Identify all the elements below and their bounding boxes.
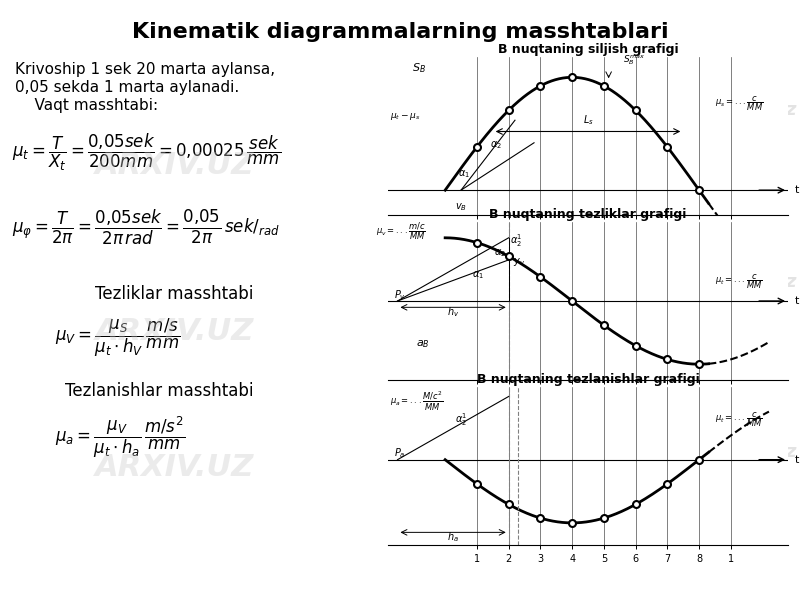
Text: $h_v$: $h_v$ <box>447 305 459 319</box>
Text: $\alpha_2$: $\alpha_2$ <box>490 139 502 151</box>
Text: $\alpha_2^1$: $\alpha_2^1$ <box>454 411 467 428</box>
Text: t: t <box>794 455 798 464</box>
Text: t: t <box>794 185 798 195</box>
Text: t: t <box>794 296 798 306</box>
Title: B nuqtaning tezliklar grafigi: B nuqtaning tezliklar grafigi <box>490 208 686 221</box>
Text: ARXIV.UZ: ARXIV.UZ <box>519 96 665 124</box>
Text: ARXIV.UZ: ARXIV.UZ <box>519 266 665 294</box>
Text: $\alpha_1$: $\alpha_1$ <box>472 269 484 281</box>
Text: $S_B^{max}$: $S_B^{max}$ <box>623 53 645 67</box>
Text: $\mu_t = ...\dfrac{c}{MM}$: $\mu_t = ...\dfrac{c}{MM}$ <box>715 410 762 429</box>
Title: B nuqtaning siljish grafigi: B nuqtaning siljish grafigi <box>498 43 678 56</box>
Text: Vaqt masshtabi:: Vaqt masshtabi: <box>15 98 158 113</box>
Text: $\mu_a = \dfrac{\mu_V}{\mu_t \cdot h_a}\,\dfrac{m/s^2}{mm}$: $\mu_a = \dfrac{\mu_V}{\mu_t \cdot h_a}\… <box>55 415 186 460</box>
Text: $\mu_v = ...\dfrac{m/c}{MM}$: $\mu_v = ...\dfrac{m/c}{MM}$ <box>376 221 426 242</box>
Text: z: z <box>390 443 401 461</box>
Text: $\mu_t - \mu_s$: $\mu_t - \mu_s$ <box>390 112 420 122</box>
Text: $S_B$: $S_B$ <box>412 61 426 74</box>
Text: $h_a$: $h_a$ <box>447 530 459 544</box>
Text: $y_v$: $y_v$ <box>514 256 526 268</box>
Text: $\alpha_2$: $\alpha_2$ <box>494 247 506 259</box>
Text: Tezliklar masshtabi: Tezliklar masshtabi <box>95 285 254 303</box>
Text: $a_B$: $a_B$ <box>416 338 430 350</box>
Text: $\mu_V = \dfrac{\mu_S}{\mu_t \cdot h_V}\,\dfrac{m/s}{mm}$: $\mu_V = \dfrac{\mu_S}{\mu_t \cdot h_V}\… <box>55 317 180 359</box>
Text: z: z <box>390 273 401 291</box>
Text: z: z <box>786 443 796 461</box>
Text: z: z <box>390 101 401 119</box>
Text: ARXIV.UZ: ARXIV.UZ <box>519 438 665 466</box>
Text: $\alpha_2^1$: $\alpha_2^1$ <box>510 232 522 249</box>
Text: Kinematik diagrammalarning masshtablari: Kinematik diagrammalarning masshtablari <box>132 22 668 42</box>
Text: Krivoship 1 sek 20 marta aylansa,: Krivoship 1 sek 20 marta aylansa, <box>15 62 275 77</box>
Text: $P_v$: $P_v$ <box>394 288 406 302</box>
Text: $\mu_\varphi = \dfrac{T}{2\pi} = \dfrac{0{,}05sek}{2\pi\,rad} = \dfrac{0{,}05}{2: $\mu_\varphi = \dfrac{T}{2\pi} = \dfrac{… <box>12 208 280 247</box>
Text: $v_B$: $v_B$ <box>454 202 466 213</box>
Text: ARXIV.UZ: ARXIV.UZ <box>95 317 254 346</box>
Text: $\mu_s = ...\dfrac{c}{MM}$: $\mu_s = ...\dfrac{c}{MM}$ <box>715 94 763 113</box>
Text: $\mu_t = ...\dfrac{c}{MM}$: $\mu_t = ...\dfrac{c}{MM}$ <box>715 272 762 290</box>
Title: B nuqtaning tezlanishlar grafigi: B nuqtaning tezlanishlar grafigi <box>477 373 699 386</box>
Text: $\mu_a = ...\dfrac{M/c^2}{MM}$: $\mu_a = ...\dfrac{M/c^2}{MM}$ <box>390 390 443 413</box>
Text: z: z <box>786 273 796 291</box>
Text: z: z <box>786 101 796 119</box>
Text: Tezlanishlar masshtabi: Tezlanishlar masshtabi <box>65 382 254 400</box>
Text: $\alpha_1$: $\alpha_1$ <box>458 169 470 181</box>
Text: $P_a$: $P_a$ <box>394 446 406 460</box>
Text: $\mu_t = \dfrac{T}{X_t} = \dfrac{0{,}05sek}{200mm} = 0{,}00025\,\dfrac{sek}{mm}$: $\mu_t = \dfrac{T}{X_t} = \dfrac{0{,}05s… <box>12 132 281 173</box>
Text: ARXIV.UZ: ARXIV.UZ <box>95 454 254 482</box>
Text: $L_s$: $L_s$ <box>582 113 594 127</box>
Text: 0,05 sekda 1 marta aylanadi.: 0,05 sekda 1 marta aylanadi. <box>15 80 239 95</box>
Text: ARXIV.UZ: ARXIV.UZ <box>95 151 254 179</box>
